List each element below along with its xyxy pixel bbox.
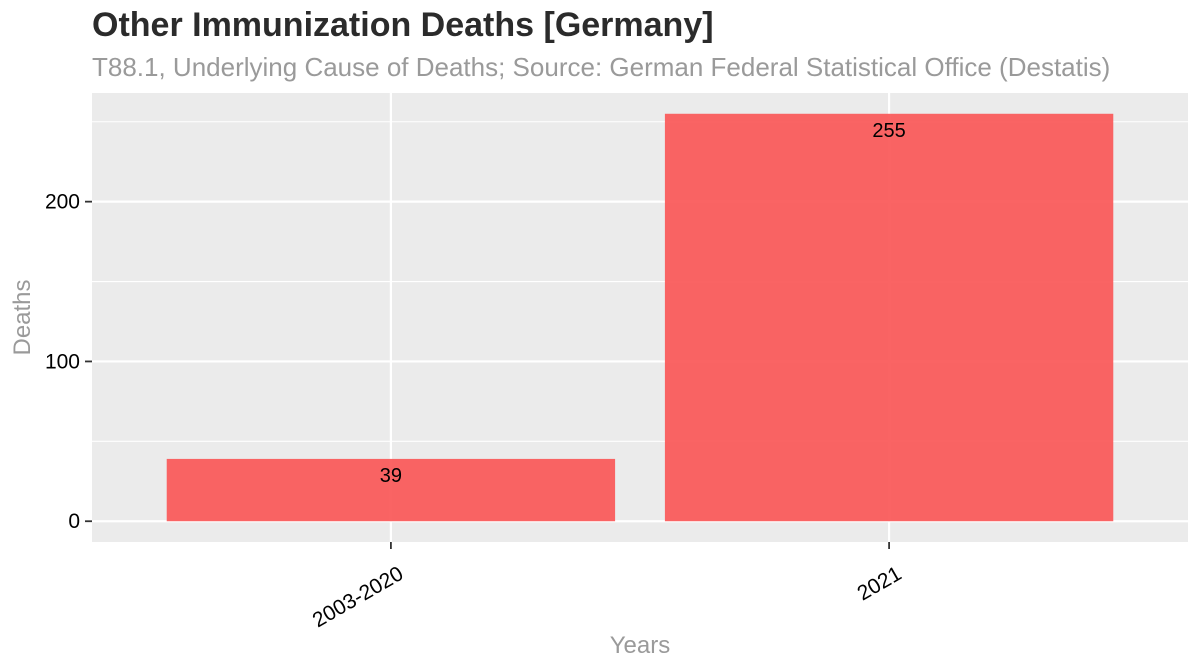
x-tick-label: 2003-2020 xyxy=(309,562,407,632)
y-tick-label: 100 xyxy=(45,350,80,373)
y-tick-label: 200 xyxy=(45,191,80,214)
bar-2021 xyxy=(664,113,1114,522)
data-label: 39 xyxy=(380,465,402,487)
y-tick-label: 0 xyxy=(68,510,80,533)
y-axis-title: Deaths xyxy=(9,279,36,355)
x-axis: 2003-2020 2021 xyxy=(309,542,906,632)
data-label: 255 xyxy=(872,120,905,142)
chart-title: Other Immunization Deaths [Germany] xyxy=(92,6,714,44)
data-labels: 39 255 xyxy=(380,120,906,487)
y-axis: 0 100 200 xyxy=(45,191,92,533)
bars xyxy=(166,113,1114,522)
chart-subtitle: T88.1, Underlying Cause of Deaths; Sourc… xyxy=(92,52,1111,82)
bar-2003-2020 xyxy=(166,458,616,522)
x-axis-title: Years xyxy=(610,632,671,659)
x-tick-label: 2021 xyxy=(854,562,906,605)
